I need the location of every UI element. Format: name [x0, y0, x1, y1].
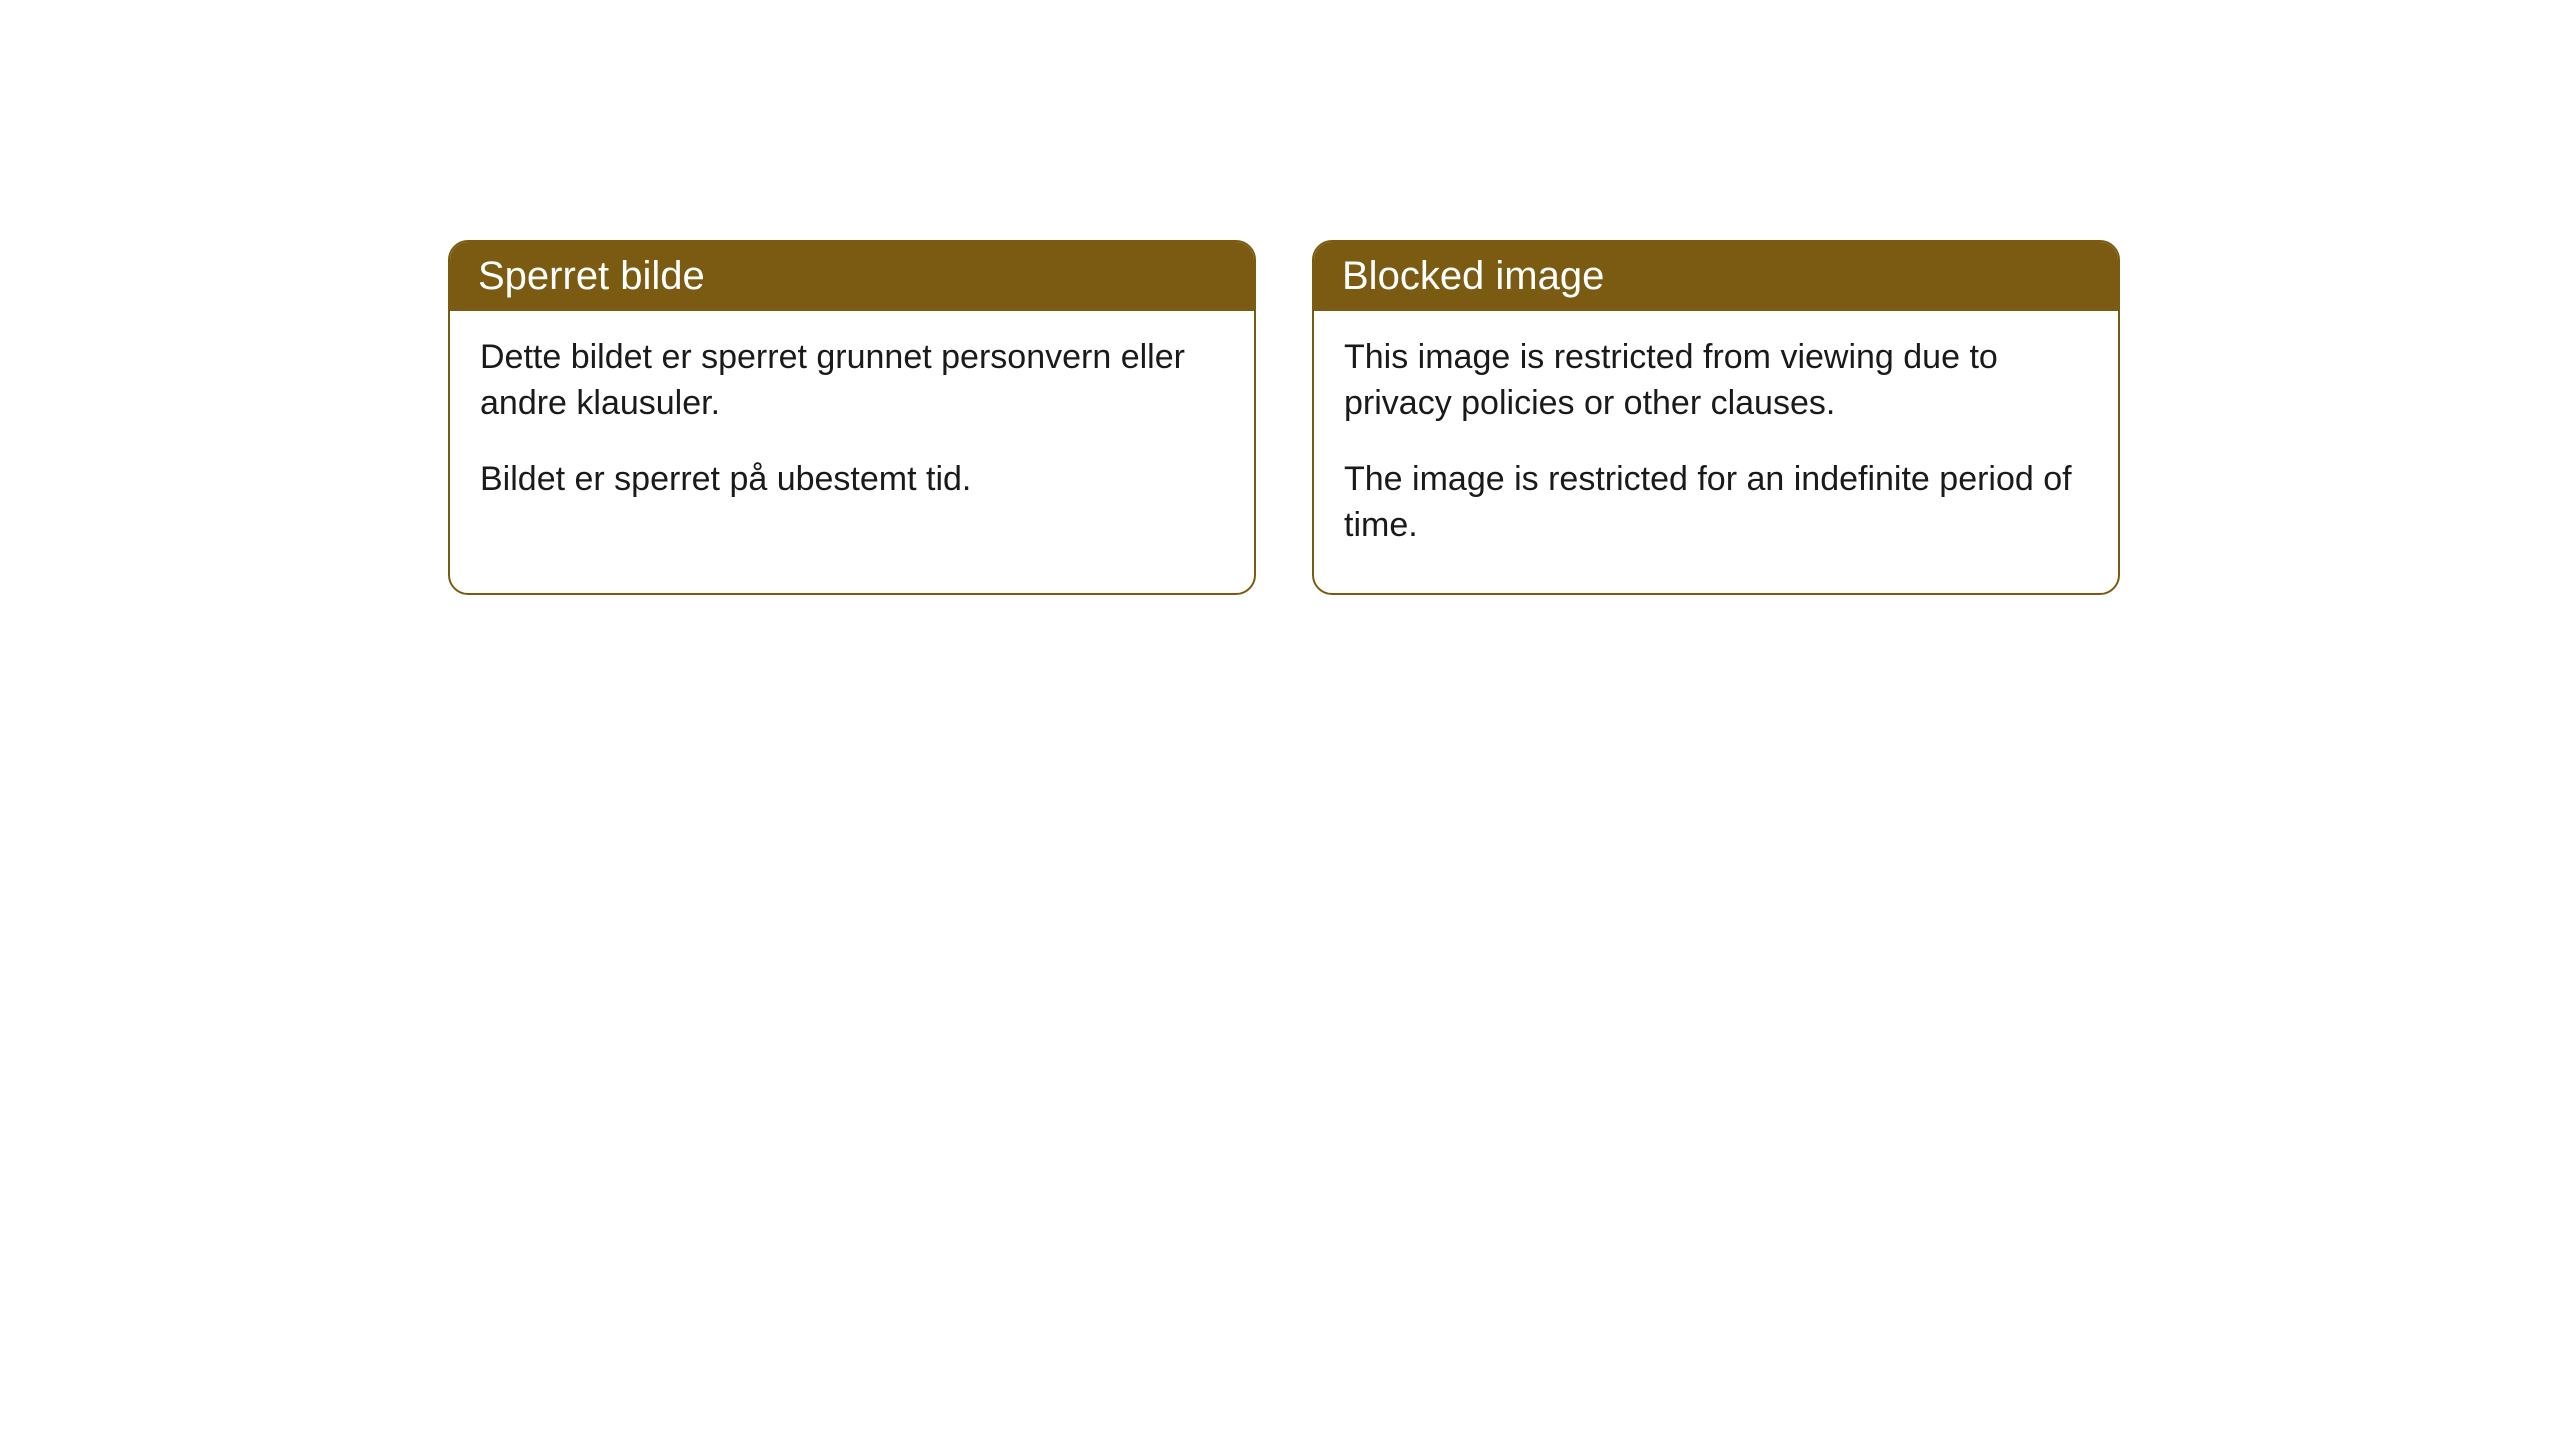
card-paragraph: Bildet er sperret på ubestemt tid. — [480, 457, 1224, 503]
card-header: Blocked image — [1314, 242, 2118, 311]
notice-cards-container: Sperret bilde Dette bildet er sperret gr… — [0, 0, 2560, 595]
card-header: Sperret bilde — [450, 242, 1254, 311]
card-body: Dette bildet er sperret grunnet personve… — [450, 311, 1254, 547]
card-paragraph: This image is restricted from viewing du… — [1344, 335, 2088, 427]
card-body: This image is restricted from viewing du… — [1314, 311, 2118, 593]
card-title: Sperret bilde — [478, 254, 705, 298]
card-paragraph: The image is restricted for an indefinit… — [1344, 457, 2088, 549]
notice-card-english: Blocked image This image is restricted f… — [1312, 240, 2120, 595]
card-title: Blocked image — [1342, 254, 1604, 298]
card-paragraph: Dette bildet er sperret grunnet personve… — [480, 335, 1224, 427]
notice-card-norwegian: Sperret bilde Dette bildet er sperret gr… — [448, 240, 1256, 595]
